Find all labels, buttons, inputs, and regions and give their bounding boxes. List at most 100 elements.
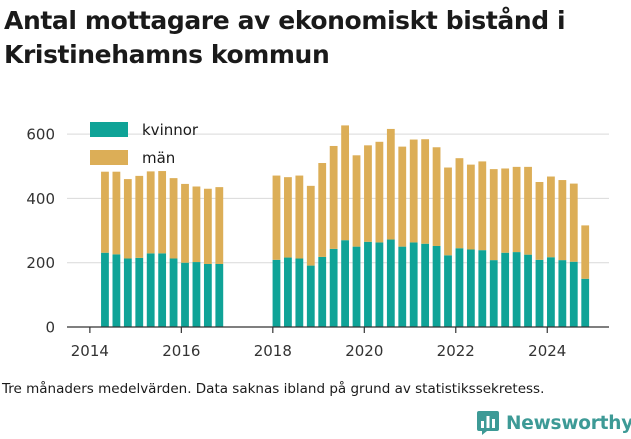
x-tick-label: 2014 [71,342,109,360]
bar-man [478,161,487,251]
bar-kvinnor [581,278,590,327]
bar-kvinnor [192,262,201,327]
legend-label-kvinnor: kvinnor [142,121,199,139]
bar-man [501,168,510,253]
bar-man [398,146,407,247]
chart-footnote: Tre månaders medelvärden. Data saknas ib… [2,381,545,397]
bar-kvinnor [215,263,224,327]
bar-man [112,171,121,255]
bar-man [203,188,212,264]
bar-kvinnor [386,239,395,327]
y-tick-label: 400 [26,190,55,208]
bar-kvinnor [284,257,292,327]
bar-man [444,167,452,256]
bar-man [421,139,430,244]
newsworthy-chart-logo-icon [477,411,499,435]
bar-man [512,166,521,253]
bar-kvinnor [478,250,487,327]
bar-kvinnor [409,242,418,327]
bar-kvinnor [158,253,167,327]
bar-kvinnor [455,248,464,327]
bar-kvinnor [375,242,384,327]
bar-kvinnor [112,254,121,327]
brand-name: Newsworthy [506,412,631,434]
legend-swatch-man [90,150,128,165]
bar-kvinnor [352,246,361,327]
bar-kvinnor [432,245,441,327]
bar-man [158,171,167,254]
bar-man [181,183,189,263]
bar-man [329,145,338,249]
bars [101,125,590,327]
bar-man [409,139,418,243]
legend-label-man: män [142,149,175,167]
bar-man [489,169,498,261]
bar-kvinnor [135,257,144,327]
newsworthy-logo[interactable]: Newsworthy [476,409,631,437]
bar-man [318,163,327,257]
bar-man [558,180,567,261]
chart-title: Antal mottagare av ekonomiskt bistånd i … [4,6,566,69]
bar-kvinnor [272,259,281,327]
bar-man [272,175,281,260]
bar-man [524,166,532,255]
bar-man [386,128,395,240]
x-tick-label: 2024 [528,342,566,360]
bar-kvinnor [421,243,430,327]
legend-swatch-kvinnor [90,122,128,137]
bar-kvinnor [318,256,327,327]
x-tick-label: 2020 [345,342,383,360]
bar-man [123,179,132,259]
bar-man [547,176,555,258]
bar-man [306,185,315,266]
bar-man [581,225,590,279]
bar-kvinnor [569,261,578,327]
bar-man [352,155,361,247]
bar-man [135,175,144,258]
bar-kvinnor [306,265,315,327]
bar-kvinnor [489,260,498,327]
bar-kvinnor [535,259,544,327]
bar-kvinnor [181,262,189,327]
bar-kvinnor [101,252,109,327]
bar-kvinnor [512,252,521,327]
bar-man [192,186,201,263]
stacked-bar-chart: 0 200 400 600 2014 2016 2018 2020 2022 2024 kvinn… [26,121,609,360]
x-tick-label: 2018 [254,342,292,360]
bar-man [466,164,475,250]
bar-kvinnor [295,258,304,327]
bar-kvinnor [123,258,132,327]
bar-kvinnor [329,248,338,327]
bar-kvinnor [466,249,475,327]
bar-man [364,145,372,242]
x-tick-label: 2016 [162,342,200,360]
bar-kvinnor [146,253,155,327]
bar-man [146,171,155,254]
bar-kvinnor [524,254,532,327]
bar-kvinnor [547,257,555,327]
bar-kvinnor [203,263,212,327]
bar-man [215,187,224,264]
y-tick-label: 0 [45,319,55,337]
bar-kvinnor [444,255,452,327]
bar-man [432,147,441,246]
bar-kvinnor [169,258,178,327]
bar-man [455,158,464,249]
y-tick-label: 200 [26,254,55,272]
bar-man [535,181,544,260]
bar-man [569,183,578,262]
bar-kvinnor [501,252,510,327]
bar-man [284,177,292,258]
legend: kvinnor män [90,121,199,167]
y-tick-label: 600 [26,126,55,144]
bar-man [101,171,109,253]
x-tick-label: 2022 [437,342,475,360]
bar-man [375,141,384,243]
bar-kvinnor [364,241,372,327]
bar-kvinnor [341,240,349,327]
bar-kvinnor [558,260,567,327]
axes: 0 200 400 600 2014 2016 2018 2020 2022 2024 [26,126,609,360]
bar-kvinnor [398,246,407,327]
bar-man [169,178,178,259]
bar-man [341,125,349,241]
